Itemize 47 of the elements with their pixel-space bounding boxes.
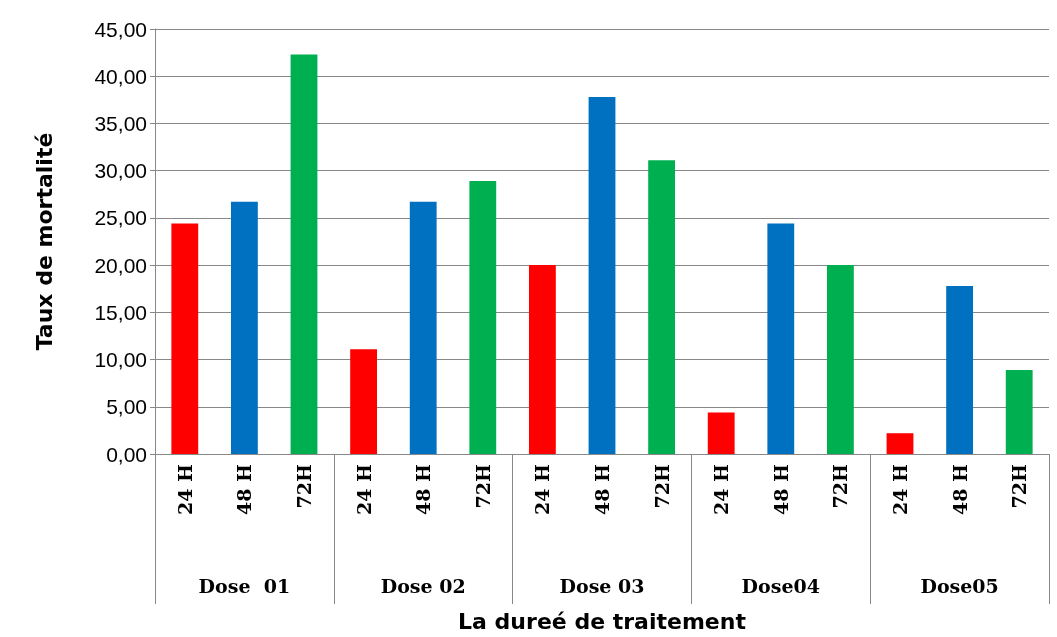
y-tick-label: 25,00	[94, 206, 147, 230]
y-tick-label: 40,00	[94, 64, 147, 88]
y-tick-label: 45,00	[94, 17, 147, 41]
x-tick-label: 48 H	[948, 463, 971, 516]
bar	[707, 412, 735, 454]
text: Dose 03	[559, 574, 645, 597]
y-tick-label: 5,00	[106, 395, 147, 419]
bar	[588, 97, 616, 454]
y-axis-title: Taux de mortalité	[31, 132, 57, 351]
x-tick-label: 24 H	[531, 463, 554, 516]
x-axis-title: La dureé de traitement	[458, 608, 747, 634]
x-tick-label: 72H	[829, 463, 852, 509]
bar	[469, 181, 497, 454]
bar	[290, 54, 318, 454]
x-tick-label: 48 H	[233, 463, 256, 516]
bar	[826, 265, 854, 454]
y-tick-label: 0,00	[106, 442, 147, 466]
bar	[946, 285, 974, 454]
x-tick-label: 72H	[1008, 463, 1031, 509]
text: Dose04	[741, 574, 820, 597]
x-tick-label: 24 H	[889, 463, 911, 516]
y-tick-label: 30,00	[94, 159, 147, 183]
y-tick-label: 35,00	[94, 111, 147, 135]
x-tick-label: 48 H	[412, 463, 435, 516]
x-tick-label: 24 H	[173, 463, 196, 516]
bar	[767, 223, 795, 454]
x-tick-label: 72H	[293, 463, 315, 509]
x-tick-label: 72H	[471, 463, 494, 509]
bar	[350, 349, 378, 454]
text: Dose 02	[380, 574, 466, 597]
text: Dose 01	[198, 574, 291, 597]
text: Dose05	[920, 574, 999, 597]
x-tick-label: 72H	[650, 463, 673, 509]
bar	[230, 201, 258, 454]
y-tick-label: 10,00	[94, 348, 147, 372]
bar	[171, 223, 199, 454]
y-tick-label: 20,00	[94, 253, 147, 277]
x-tick-label: 24 H	[352, 463, 375, 516]
bar	[528, 265, 556, 454]
bar	[409, 201, 437, 454]
bar	[886, 433, 914, 454]
y-tick-label: 15,00	[94, 300, 147, 324]
x-tick-label: 48 H	[591, 463, 613, 516]
bar	[648, 160, 676, 454]
x-tick-label: 48 H	[769, 463, 792, 516]
bar	[1005, 369, 1033, 454]
x-tick-label: 24 H	[710, 463, 733, 516]
